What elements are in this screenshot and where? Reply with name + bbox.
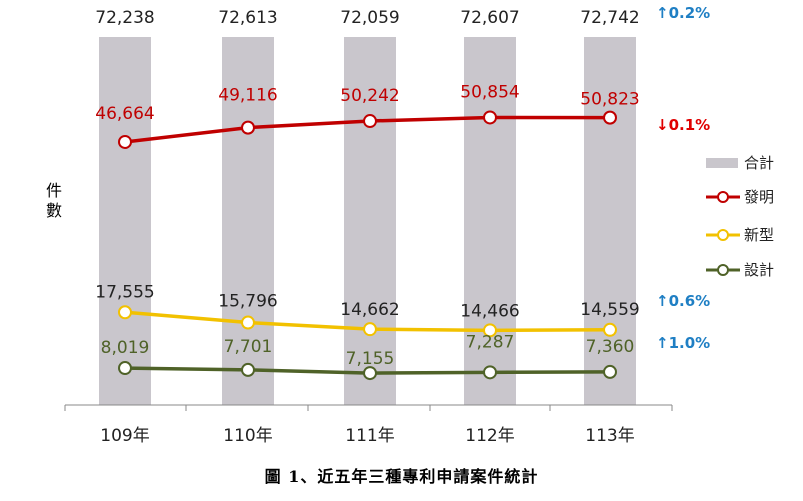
data-label-invention-5: 50,823	[580, 90, 639, 110]
bar-total-5	[584, 37, 636, 405]
data-label-design-3: 7,155	[346, 349, 395, 369]
data-label-utility-3: 14,662	[340, 300, 399, 320]
point-invention-5	[603, 110, 617, 125]
data-label-design-2: 7,701	[224, 337, 273, 357]
bar-label-total-5: 72,742	[580, 8, 639, 28]
change-design: ↑1.0%	[656, 334, 710, 352]
legend-marker-utility	[717, 229, 729, 241]
x-tick-label-4: 112年	[465, 426, 514, 446]
point-design-3	[363, 366, 377, 381]
data-label-design-1: 8,019	[101, 338, 150, 358]
point-design-2	[241, 362, 255, 377]
figure-caption: 圖 1、近五年三種專利申請案件統計	[264, 467, 539, 486]
bar-total-2	[222, 37, 274, 405]
legend-swatch-total	[706, 158, 738, 168]
legend-marker-design	[717, 264, 729, 276]
change-utility: ↑0.6%	[656, 292, 710, 310]
change-invention: ↓0.1%	[656, 116, 710, 134]
bar-label-total-1: 72,238	[95, 8, 154, 28]
bar-label-total-2: 72,613	[218, 8, 277, 28]
point-utility-3	[363, 322, 377, 337]
data-label-utility-2: 15,796	[218, 292, 277, 312]
x-tick-label-5: 113年	[585, 426, 634, 446]
point-utility-2	[241, 315, 255, 330]
data-label-invention-1: 46,664	[95, 104, 154, 124]
point-invention-4	[483, 110, 497, 125]
legend-marker-invention	[717, 191, 729, 203]
data-label-utility-1: 17,555	[95, 282, 154, 302]
data-label-design-5: 7,360	[586, 337, 635, 357]
data-label-invention-3: 50,242	[340, 86, 399, 106]
data-label-invention-2: 49,116	[218, 86, 277, 106]
point-utility-5	[603, 322, 617, 337]
point-invention-3	[363, 114, 377, 129]
data-label-utility-4: 14,466	[460, 301, 519, 321]
x-tick-label-2: 110年	[223, 426, 272, 446]
point-utility-4	[483, 323, 497, 338]
data-label-utility-5: 14,559	[580, 300, 639, 320]
change-total: ↑0.2%	[656, 4, 710, 22]
point-invention-1	[118, 134, 132, 149]
bar-total-4	[464, 37, 516, 405]
point-design-4	[483, 365, 497, 380]
legend-label-design: 設計	[744, 261, 774, 279]
bar-label-total-3: 72,059	[340, 8, 399, 28]
bar-total-3	[344, 37, 396, 405]
legend-label-utility: 新型	[744, 226, 774, 244]
legend-label-total: 合計	[744, 154, 774, 172]
point-design-1	[118, 361, 132, 376]
y-axis-label: 件數	[43, 182, 62, 222]
legend-label-invention: 發明	[744, 188, 774, 206]
data-label-invention-4: 50,854	[460, 82, 519, 102]
point-utility-1	[118, 305, 132, 320]
bar-label-total-4: 72,607	[460, 8, 519, 28]
x-tick-label-1: 109年	[100, 426, 149, 446]
bar-total-1	[99, 37, 151, 405]
point-design-5	[603, 364, 617, 379]
point-invention-2	[241, 120, 255, 135]
x-tick-label-3: 111年	[345, 426, 394, 446]
data-label-design-4: 7,287	[466, 332, 515, 352]
